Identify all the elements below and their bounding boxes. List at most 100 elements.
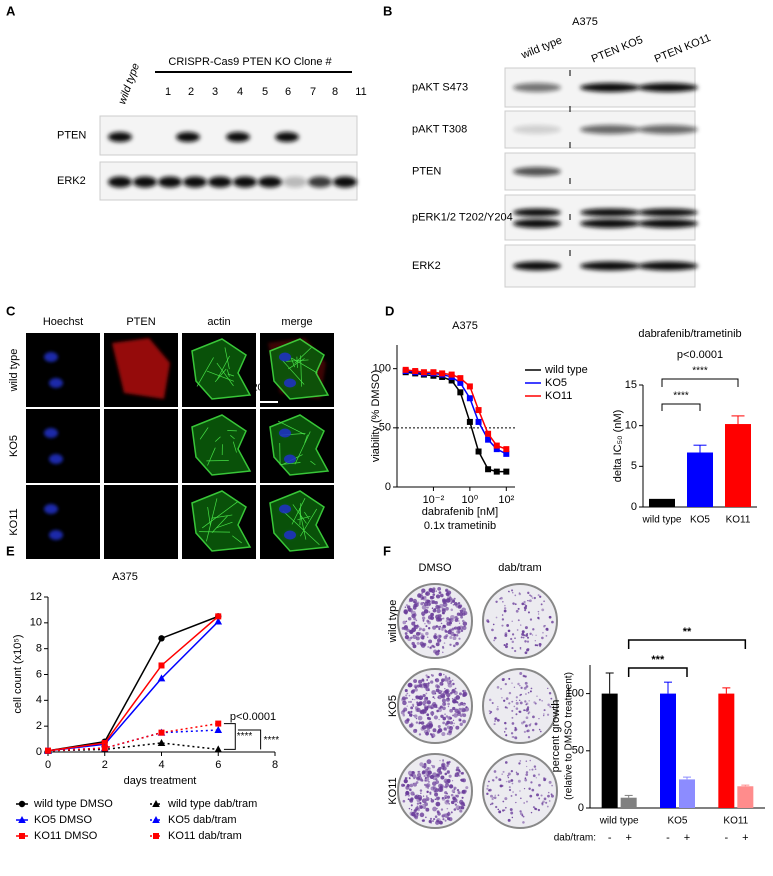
colony [430,680,434,684]
lane-label: 7 [310,86,316,98]
colony [541,636,544,640]
colony [422,803,425,806]
colony [447,731,452,736]
series-line [405,369,507,450]
colony [524,651,528,655]
colony [461,796,464,799]
lane-label: 1 [165,86,171,98]
colony [418,627,422,631]
colony [444,628,447,631]
y-tick-label: 50 [379,422,391,434]
colony [405,694,408,697]
x-tick-label: 10² [498,494,514,506]
colony [519,647,522,649]
colony [407,616,412,621]
nucleus [49,454,63,464]
colony [527,712,530,715]
colony [453,722,456,725]
colony [420,602,424,606]
treatment-label: + [742,832,748,844]
column-label: Hoechst [43,316,83,328]
colony [516,772,519,776]
colony [434,815,438,818]
colony [503,731,506,733]
colony [420,721,425,725]
colony [526,800,528,803]
colony [541,802,544,805]
colony [441,651,444,654]
colony [527,611,531,614]
colony [503,699,506,702]
colony [526,648,530,651]
colony [519,812,523,816]
y-axis-label: cell count (x10⁵) [12,634,24,713]
marker [158,729,165,736]
colony [447,682,453,688]
colony [435,773,441,778]
colony [522,636,525,639]
colony [411,614,415,618]
colony [422,708,426,712]
colony [446,617,450,621]
legend-marker [19,833,25,839]
colony [425,692,428,695]
bar [725,424,751,507]
colony [523,686,527,690]
colony [406,628,410,633]
bracket [627,639,747,649]
band [333,176,357,188]
colony [550,794,554,798]
colony [456,612,461,616]
colony [413,679,418,683]
colony [445,715,449,718]
colony [437,616,442,622]
colony [504,761,508,764]
colony [493,770,497,773]
colony [442,716,447,721]
colony [454,775,457,777]
annotation: **** [692,366,708,377]
colony [425,596,427,598]
colony [424,777,427,779]
panel-label: D [385,303,394,318]
colony [454,803,457,806]
colony [439,593,444,598]
colony [419,762,424,767]
colony [461,792,463,794]
colony [442,760,444,763]
colony [451,789,456,793]
colony [415,631,421,636]
colony [497,808,500,811]
colony [429,820,432,823]
colony [458,625,464,631]
colony [551,620,554,624]
colony [405,620,408,623]
band [233,176,257,188]
colony [507,818,511,822]
colony [409,789,412,792]
x-tick-label: 4 [158,759,164,771]
colony [427,675,430,679]
colony [441,678,445,682]
colony [425,687,430,692]
colony [514,736,518,740]
colony [434,697,436,700]
colony [419,777,421,779]
colony [451,679,454,682]
colony [445,729,447,731]
x-tick-label: 10⁻² [423,494,445,506]
colony [543,797,547,801]
colony [419,683,425,689]
annotation: **** [673,391,689,402]
legend-marker [152,800,160,807]
legend-label: KO5 dab/tram [168,814,236,826]
colony [541,608,545,612]
colony [512,592,514,594]
colony [504,634,508,637]
marker [466,383,473,390]
colony [409,700,413,704]
colony [525,634,529,637]
colony [462,625,467,631]
colony [504,721,507,725]
colony [444,772,448,776]
